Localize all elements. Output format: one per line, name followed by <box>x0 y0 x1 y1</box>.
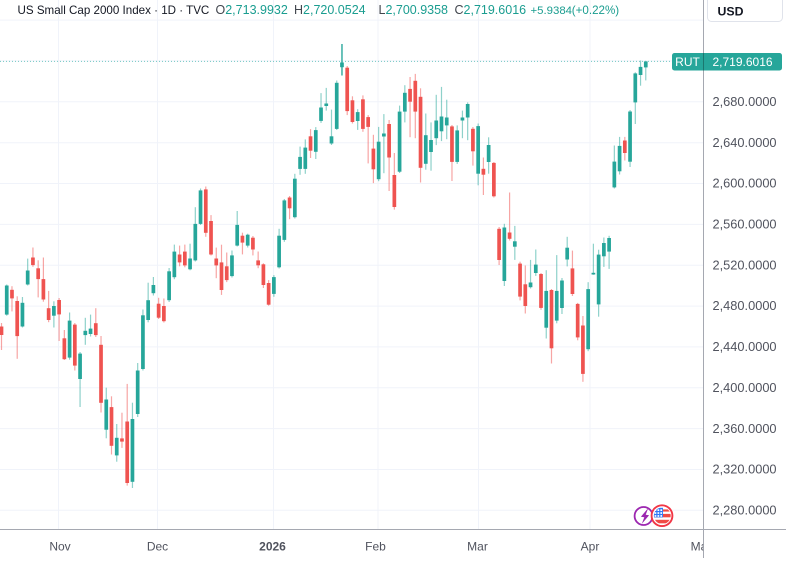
svg-text:2,400.0000: 2,400.0000 <box>713 380 777 395</box>
svg-text:2,640.0000: 2,640.0000 <box>713 135 777 150</box>
svg-text:2,520.0000: 2,520.0000 <box>713 257 777 272</box>
svg-text:2,480.0000: 2,480.0000 <box>713 298 777 313</box>
svg-text:Feb: Feb <box>365 540 386 554</box>
svg-text:May: May <box>691 540 714 554</box>
svg-text:O2,713.9932: O2,713.9932 <box>216 3 288 17</box>
svg-text:(+0.22%): (+0.22%) <box>572 4 620 17</box>
svg-text:Apr: Apr <box>581 540 600 554</box>
svg-text:2,320.0000: 2,320.0000 <box>713 462 777 477</box>
svg-text:2,280.0000: 2,280.0000 <box>713 503 777 518</box>
svg-text:Mar: Mar <box>467 540 488 554</box>
svg-text:2,680.0000: 2,680.0000 <box>713 94 777 109</box>
svg-text:C2,719.6016: C2,719.6016 <box>455 3 527 17</box>
svg-text:RUT: RUT <box>675 55 700 69</box>
svg-text:Dec: Dec <box>147 540 168 554</box>
svg-text:2,560.0000: 2,560.0000 <box>713 217 777 232</box>
svg-text:H2,720.0524: H2,720.0524 <box>294 3 366 17</box>
svg-text:L2,700.9358: L2,700.9358 <box>379 3 449 17</box>
svg-text:Nov: Nov <box>49 540 70 554</box>
svg-text:2,360.0000: 2,360.0000 <box>713 421 777 436</box>
svg-text:2,719.6016: 2,719.6016 <box>713 55 773 69</box>
svg-text:2,600.0000: 2,600.0000 <box>713 176 777 191</box>
svg-text:USD: USD <box>718 5 744 19</box>
svg-text:+5.9384: +5.9384 <box>531 5 573 17</box>
svg-text:2026: 2026 <box>259 540 286 554</box>
svg-text:US Small Cap 2000 Index · 1D ·: US Small Cap 2000 Index · 1D · TVC <box>18 4 210 17</box>
svg-text:2,440.0000: 2,440.0000 <box>713 339 777 354</box>
